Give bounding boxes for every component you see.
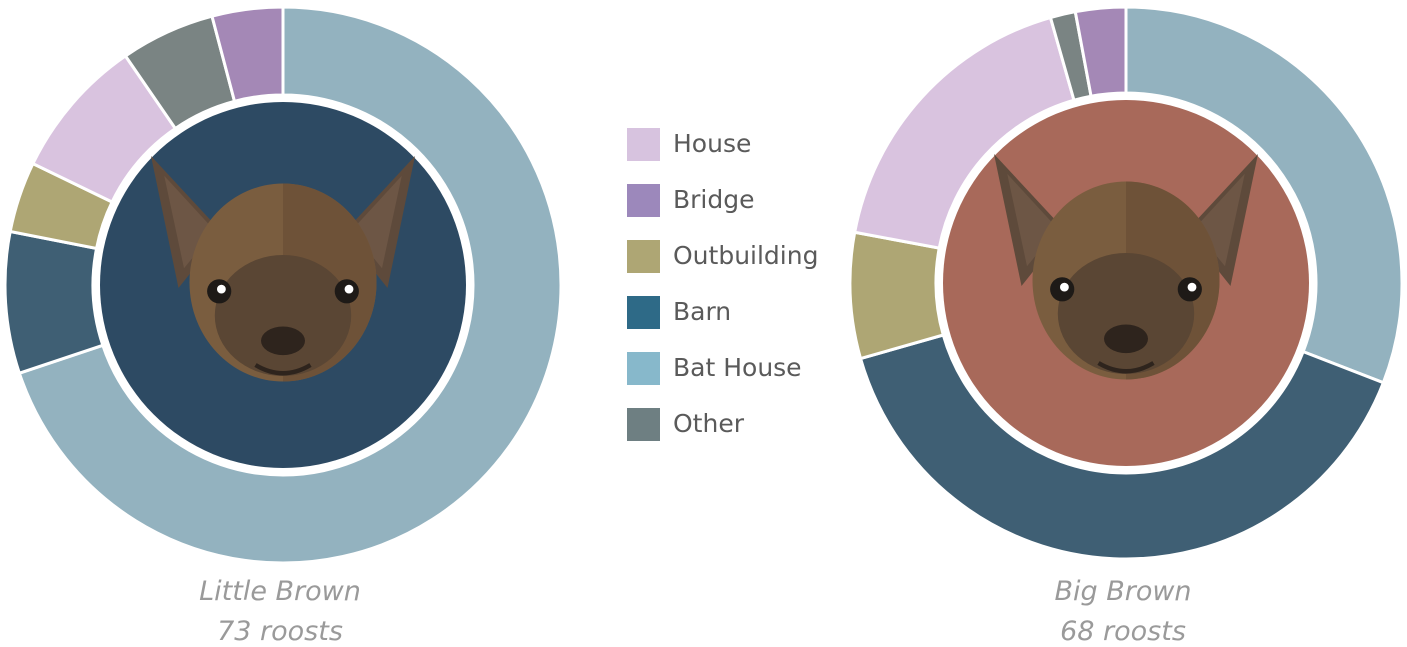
- pie-slice: [210, 5, 285, 104]
- pie-slice: [17, 5, 563, 565]
- charts: Little Brown 73 roosts Big Brown 68 roosts: [3, 5, 1404, 647]
- chart-subtitle: 73 roosts: [217, 616, 343, 647]
- chart-title: Little Brown: [199, 576, 361, 607]
- pie-slice: [858, 333, 1386, 561]
- legend-label: Bridge: [673, 185, 755, 214]
- legend-label: House: [673, 129, 751, 158]
- legend-swatch: [627, 184, 660, 217]
- chart-title: Big Brown: [1054, 576, 1191, 607]
- pie-slice: [848, 230, 946, 361]
- legend-label: Outbuilding: [673, 241, 818, 270]
- legend-swatch: [627, 240, 660, 273]
- legend-label: Other: [673, 409, 745, 438]
- legend-swatch: [627, 128, 660, 161]
- legend-label: Barn: [673, 297, 731, 326]
- pie-slice: [1073, 5, 1128, 98]
- pie-slice: [1124, 5, 1404, 385]
- legend-swatch: [627, 408, 660, 441]
- legend: House Bridge Outbuilding Barn Bat House Other: [627, 128, 818, 441]
- chart-subtitle: 68 roosts: [1060, 616, 1186, 647]
- legend-swatch: [627, 352, 660, 385]
- legend-label: Bat House: [673, 353, 802, 382]
- legend-swatch: [627, 296, 660, 329]
